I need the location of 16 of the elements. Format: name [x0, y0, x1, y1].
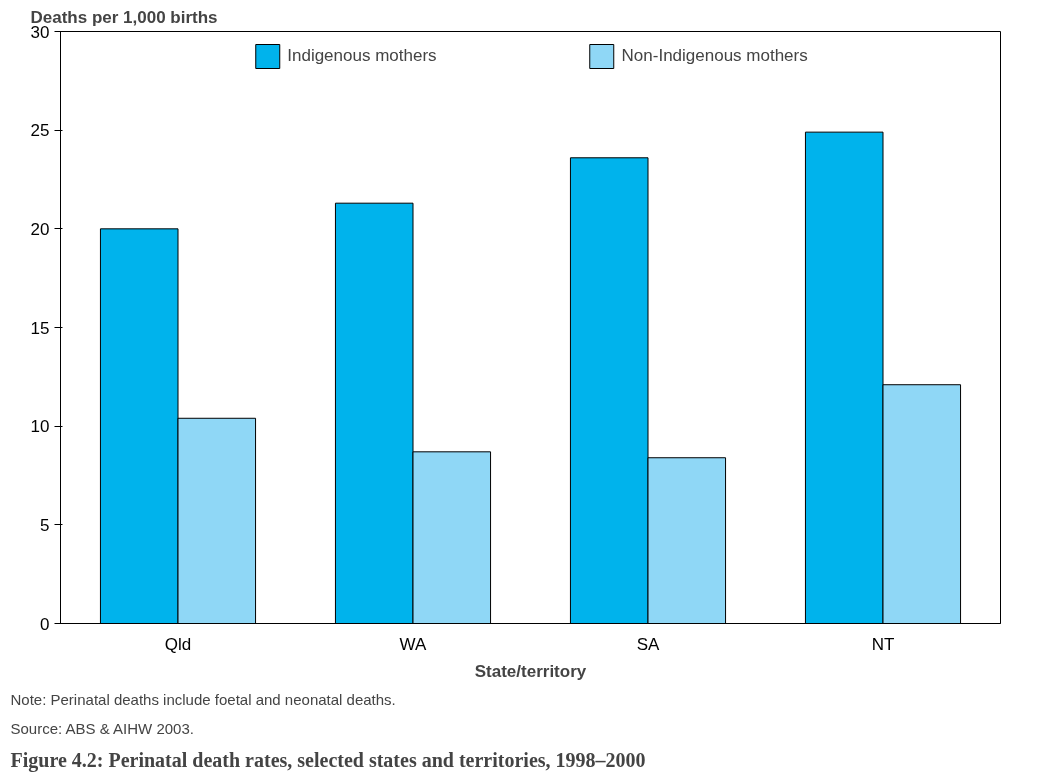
source-note: Source: ABS & AIHW 2003. [10, 719, 194, 737]
y-tick-label: 10 [30, 417, 50, 437]
x-tick-label: WA [399, 634, 428, 654]
y-tick-label: 20 [30, 219, 50, 239]
x-tick-label: SA [636, 634, 660, 654]
x-tick-label: NT [871, 634, 895, 654]
text: Figure 4.2: Perinatal death rates, selected states and territories, 1998–2000 [10, 748, 646, 772]
y-tick-label: 25 [30, 121, 50, 141]
x-tick-label: Qld [164, 634, 192, 654]
x-axis-title: State/territory [474, 661, 587, 681]
text: Note: Perinatal deaths include foetal and neonatal deaths. [10, 690, 396, 708]
legend-label: Non-Indigenous mothers [621, 46, 808, 66]
y-tick-label: 15 [30, 318, 50, 338]
y-tick-label: 5 [40, 515, 50, 535]
legend-label: Indigenous mothers [287, 46, 437, 66]
y-tick-label: 0 [40, 614, 50, 634]
